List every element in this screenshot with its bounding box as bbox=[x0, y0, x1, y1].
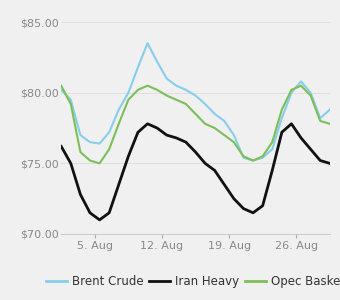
Legend: Brent Crude, Iran Heavy, Opec Basket: Brent Crude, Iran Heavy, Opec Basket bbox=[41, 271, 340, 293]
